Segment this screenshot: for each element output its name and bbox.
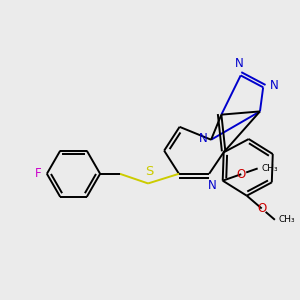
Text: O: O [237, 168, 246, 181]
Text: F: F [35, 167, 42, 180]
Text: N: N [269, 80, 278, 92]
Text: CH₃: CH₃ [279, 215, 295, 224]
Text: CH₃: CH₃ [261, 164, 278, 173]
Text: N: N [208, 179, 216, 192]
Text: N: N [199, 132, 208, 145]
Text: O: O [257, 202, 266, 215]
Text: S: S [145, 165, 154, 178]
Text: N: N [235, 57, 244, 70]
